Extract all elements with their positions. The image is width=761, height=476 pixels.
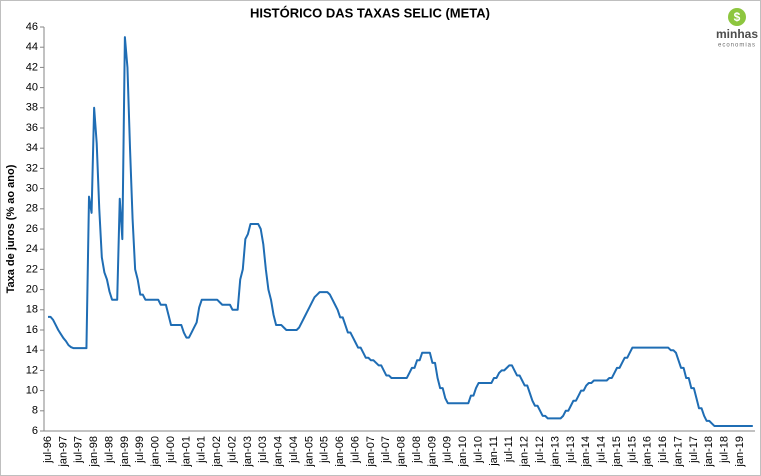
x-tick-label: jan-98 bbox=[88, 436, 100, 468]
x-tick-label: jul-15 bbox=[626, 436, 638, 464]
x-tick-label: jan-03 bbox=[242, 436, 254, 468]
x-tick-label: jul-98 bbox=[103, 436, 115, 464]
x-tick-label: jan-18 bbox=[703, 436, 715, 468]
x-tick-label: jul-06 bbox=[349, 436, 361, 464]
x-tick-label: jul-04 bbox=[288, 436, 300, 464]
y-tick-label: 36 bbox=[26, 122, 38, 134]
x-tick-label: jul-07 bbox=[380, 436, 392, 464]
x-tick-label: jul-13 bbox=[565, 436, 577, 464]
y-tick-label: 30 bbox=[26, 183, 38, 195]
y-tick-label: 28 bbox=[26, 203, 38, 215]
y-tick-label: 26 bbox=[26, 223, 38, 235]
y-tick-label: 40 bbox=[26, 82, 38, 94]
y-tick-label: 14 bbox=[26, 344, 38, 356]
x-tick-label: jul-02 bbox=[226, 436, 238, 464]
x-tick-label: jan-13 bbox=[549, 436, 561, 468]
logo-name: minhas bbox=[716, 27, 758, 41]
logo-icon bbox=[728, 8, 746, 26]
x-tick-label: jan-00 bbox=[150, 436, 162, 468]
x-tick-label: jul-03 bbox=[257, 436, 269, 464]
x-tick-label: jan-19 bbox=[734, 436, 746, 468]
x-tick-label: jan-15 bbox=[611, 436, 623, 468]
x-tick-label: jan-01 bbox=[180, 436, 192, 468]
y-tick-label: 38 bbox=[26, 102, 38, 114]
y-tick-label: 46 bbox=[26, 21, 38, 33]
x-tick-label: jul-08 bbox=[411, 436, 423, 464]
x-tick-label: jan-10 bbox=[457, 436, 469, 468]
y-tick-label: 6 bbox=[32, 425, 38, 437]
x-tick-label: jul-96 bbox=[42, 436, 54, 464]
x-tick-label: jan-08 bbox=[396, 436, 408, 468]
y-tick-label: 8 bbox=[32, 405, 38, 417]
x-tick-label: jan-07 bbox=[365, 436, 377, 468]
y-tick-label: 34 bbox=[26, 142, 38, 154]
series-line bbox=[48, 36, 753, 427]
x-tick-label: jul-17 bbox=[688, 436, 700, 464]
logo-symbol: $ bbox=[734, 10, 741, 24]
x-tick-label: jul-99 bbox=[134, 436, 146, 464]
x-tick-label: jul-09 bbox=[442, 436, 454, 464]
y-tick-label: 18 bbox=[26, 304, 38, 316]
x-tick-label: jul-18 bbox=[719, 436, 731, 464]
x-tick-label: jan-99 bbox=[119, 436, 131, 468]
x-tick-label: jul-11 bbox=[503, 436, 515, 463]
y-axis-label: Taxa de juros (% ao ano) bbox=[5, 164, 17, 293]
x-tick-label: jan-05 bbox=[303, 436, 315, 468]
x-tick-label: jan-12 bbox=[519, 436, 531, 468]
x-tick-label: jul-00 bbox=[165, 436, 177, 464]
y-tick-label: 24 bbox=[26, 243, 38, 255]
y-tick-label: 44 bbox=[26, 41, 38, 53]
x-tick-label: jan-02 bbox=[211, 436, 223, 468]
y-tick-label: 22 bbox=[26, 263, 38, 275]
x-tick-label: jan-16 bbox=[642, 436, 654, 468]
x-tick-label: jan-09 bbox=[426, 436, 438, 468]
x-tick-label: jul-14 bbox=[596, 436, 608, 464]
x-tick-label: jan-17 bbox=[672, 436, 684, 468]
y-tick-label: 16 bbox=[26, 324, 38, 336]
x-tick-label: jul-10 bbox=[472, 436, 484, 464]
y-tick-label: 10 bbox=[26, 385, 38, 397]
y-tick-label: 12 bbox=[26, 364, 38, 376]
logo-tagline: economias bbox=[718, 43, 756, 49]
x-tick-label: jul-01 bbox=[196, 436, 208, 464]
x-tick-label: jul-97 bbox=[73, 436, 85, 464]
x-tick-label: jan-11 bbox=[488, 436, 500, 467]
x-tick-label: jul-12 bbox=[534, 436, 546, 464]
x-tick-label: jul-16 bbox=[657, 436, 669, 464]
y-tick-label: 20 bbox=[26, 284, 38, 296]
x-tick-label: jan-04 bbox=[273, 436, 285, 468]
x-tick-label: jan-14 bbox=[580, 436, 592, 468]
y-tick-label: 42 bbox=[26, 61, 38, 73]
chart-title: HISTÓRICO DAS TAXAS SELIC (META) bbox=[250, 5, 490, 20]
y-tick-label: 32 bbox=[26, 162, 38, 174]
x-tick-label: jan-06 bbox=[334, 436, 346, 468]
x-tick-label: jul-05 bbox=[319, 436, 331, 464]
x-tick-label: jan-97 bbox=[57, 436, 69, 468]
